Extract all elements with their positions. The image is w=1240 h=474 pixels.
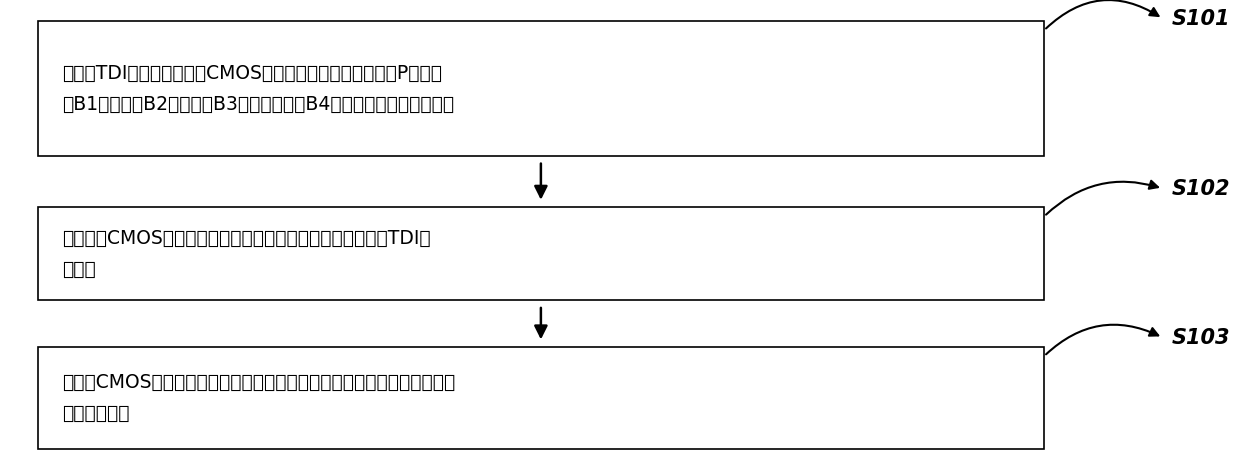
FancyBboxPatch shape — [37, 207, 1044, 301]
FancyBboxPatch shape — [37, 347, 1044, 449]
Text: 采用面阵CMOS图像传感器在推扫工作模式下实现多谱段数字TDI推
扫成像: 采用面阵CMOS图像传感器在推扫工作模式下实现多谱段数字TDI推 扫成像 — [62, 229, 430, 279]
Text: S102: S102 — [1172, 179, 1230, 199]
Text: S103: S103 — [1172, 328, 1230, 347]
Text: S101: S101 — [1172, 9, 1230, 29]
FancyBboxPatch shape — [37, 21, 1044, 156]
Text: 数字域TDI模式下，在面阵CMOS图像传感器架构中为全色（P）和蓝
（B1）、绿（B2）、红（B3）、近红外（B4）谱段单独设置成像参数: 数字域TDI模式下，在面阵CMOS图像传感器架构中为全色（P）和蓝 （B1）、绿… — [62, 64, 454, 114]
Text: 将面阵CMOS图像传感器中全色波段影像与多波段影像进行融合处理，合成
得到彩色图像: 将面阵CMOS图像传感器中全色波段影像与多波段影像进行融合处理，合成 得到彩色图… — [62, 373, 455, 423]
